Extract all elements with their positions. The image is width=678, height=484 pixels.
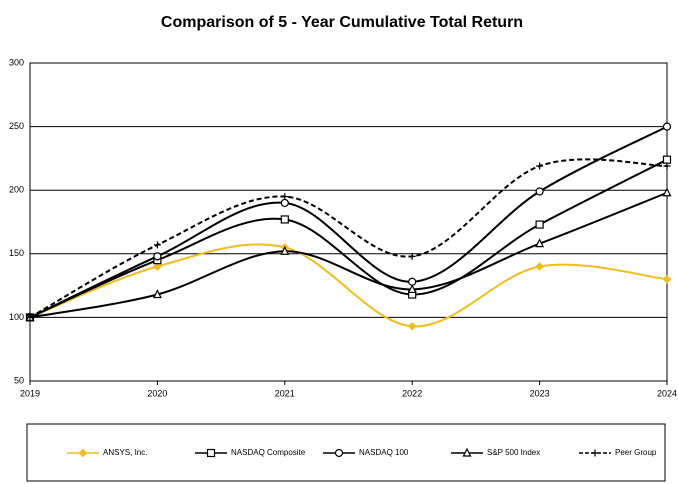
marker (153, 262, 162, 271)
marker (281, 193, 289, 201)
chart-title: Comparison of 5 - Year Cumulative Total … (161, 14, 523, 31)
y-tick-label: 50 (14, 375, 24, 385)
x-tick-label: 2020 (147, 388, 167, 398)
marker (535, 262, 544, 271)
marker (280, 198, 289, 208)
legend-label: S&P 500 Index (487, 448, 540, 457)
marker (153, 241, 161, 249)
x-tick-label: 2019 (20, 388, 40, 398)
marker (663, 162, 671, 170)
marker (280, 245, 290, 255)
x-tick-label: 2023 (530, 388, 550, 398)
marker (462, 447, 472, 457)
legend-item: S&P 500 Index (451, 447, 540, 457)
marker (280, 215, 289, 224)
marker (536, 162, 544, 170)
marker (78, 448, 88, 458)
marker (662, 122, 672, 131)
x-tick-label: 2024 (657, 388, 677, 398)
legend-box (26, 423, 666, 482)
series-line (29, 243, 668, 328)
marker (535, 187, 544, 196)
marker (407, 321, 417, 331)
marker (26, 313, 34, 321)
marker (152, 289, 162, 299)
legend-label: NASDAQ Composite (231, 448, 306, 457)
marker (153, 252, 162, 261)
marker (535, 238, 545, 248)
marker (591, 449, 599, 457)
plot-frame (29, 62, 668, 382)
series-line (29, 125, 668, 319)
legend-item: NASDAQ Composite (195, 448, 306, 457)
legend-label: ANSYS, Inc. (103, 448, 147, 457)
y-tick-label: 200 (9, 185, 24, 195)
legend-label: NASDAQ 100 (359, 448, 409, 457)
legend-item: ANSYS, Inc. (67, 448, 147, 458)
x-tick-label: 2022 (402, 388, 422, 398)
marker (334, 448, 344, 458)
series-line (29, 158, 668, 319)
marker (408, 252, 416, 260)
marker (206, 448, 216, 458)
marker (662, 155, 672, 164)
legend-item: NASDAQ 100 (323, 448, 409, 457)
marker (535, 220, 544, 229)
marker (662, 187, 672, 197)
y-tick-label: 150 (9, 248, 24, 258)
marker (407, 284, 417, 294)
series-line (29, 158, 668, 319)
y-tick-label: 250 (9, 121, 24, 131)
y-tick-label: 100 (9, 312, 24, 322)
legend-item: Peer Group (579, 448, 657, 457)
series-line (29, 191, 668, 319)
x-tick-label: 2021 (275, 388, 295, 398)
y-tick-label: 300 (9, 57, 24, 67)
marker (662, 274, 672, 284)
legend-label: Peer Group (615, 448, 657, 457)
